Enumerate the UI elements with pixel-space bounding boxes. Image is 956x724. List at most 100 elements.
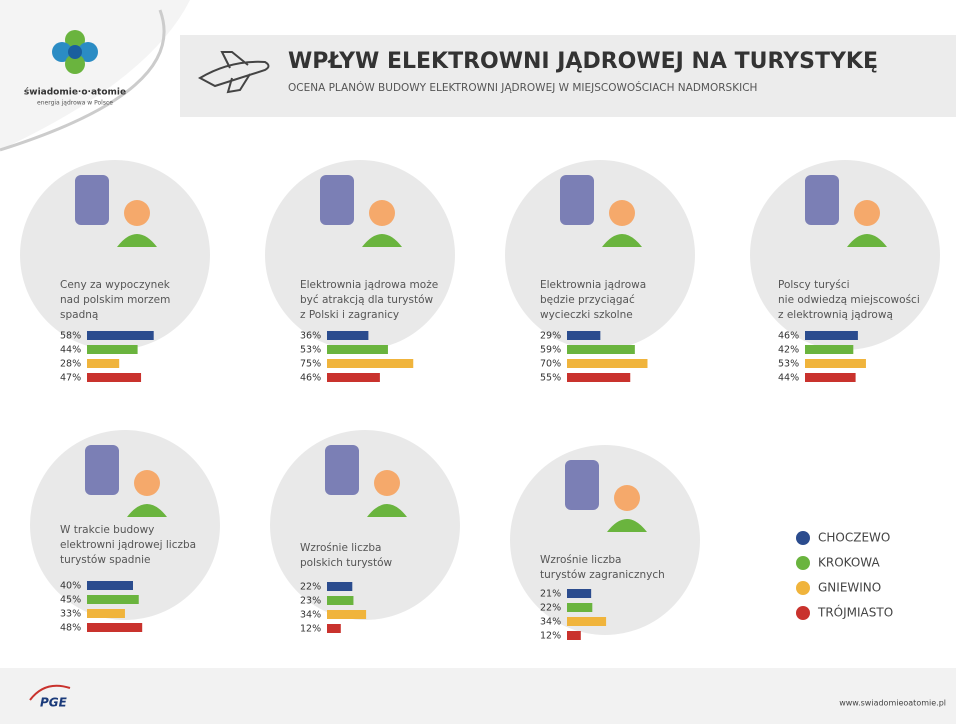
panel: Polscy turyści nie odwiedzą miejscowości z… (750, 160, 940, 384)
icon-tower (560, 175, 594, 225)
panel-circle (30, 430, 220, 620)
panel-circle (505, 160, 695, 350)
footer-brand: PGE (40, 696, 68, 710)
value-label: 58% (60, 331, 81, 342)
footer-url: www.swiadomieoatomie.pl (839, 699, 946, 708)
legend-label: KROKOWA (818, 556, 881, 570)
panels: Ceny za wypoczynek nad polskim morzem spad… (20, 160, 940, 642)
bar (87, 331, 154, 340)
bar (327, 610, 367, 619)
icon-body (367, 504, 407, 517)
panel-circle (750, 160, 940, 350)
panel-text: elektrowni jądrowej liczba (60, 539, 196, 551)
bar (805, 331, 858, 340)
panel: W trakcie budowy elektrowni jądrowej licz… (30, 430, 220, 634)
value-label: 44% (60, 345, 81, 356)
panel-circle (265, 160, 455, 350)
icon-head (614, 485, 640, 511)
panel-text: być atrakcją dla turystów (300, 294, 434, 306)
bar (87, 359, 120, 368)
bar (327, 373, 380, 382)
value-label: 42% (778, 345, 799, 356)
header-band (180, 35, 956, 117)
icon-tower (805, 175, 839, 225)
value-label: 53% (300, 345, 321, 356)
value-label: 53% (778, 359, 799, 370)
panel-text: Polscy turyści (778, 279, 850, 291)
icon-tower (325, 445, 359, 495)
subtitle: OCENA PLANÓW BUDOWY ELEKTROWNI JĄDROWEJ … (288, 81, 757, 94)
panel-text: spadną (60, 309, 98, 321)
value-label: 48% (60, 623, 81, 634)
icon-head (124, 200, 150, 226)
bar (327, 331, 369, 340)
footer-band (0, 668, 956, 724)
value-label: 33% (60, 609, 81, 620)
bar (87, 373, 142, 382)
bar (87, 609, 125, 618)
legend-label: CHOCZEWO (818, 531, 890, 545)
panel-text: wycieczki szkolne (540, 309, 633, 321)
value-label: 29% (540, 331, 561, 342)
panel-circle (20, 160, 210, 350)
value-label: 45% (60, 595, 81, 606)
bar (327, 596, 354, 605)
value-label: 59% (540, 345, 561, 356)
value-label: 21% (540, 589, 561, 600)
value-label: 47% (60, 373, 81, 384)
panel-text: Elektrownia jądrowa może (300, 279, 438, 291)
panel-text: Ceny za wypoczynek (60, 279, 171, 291)
legend-swatch (796, 556, 810, 570)
bar (327, 345, 388, 354)
value-label: 34% (300, 610, 321, 621)
logo-area (0, 0, 190, 150)
value-label: 44% (778, 373, 799, 384)
logo-icon (52, 30, 98, 74)
value-label: 22% (300, 582, 321, 593)
legend-label: GNIEWINO (818, 581, 881, 595)
brand-swoosh (29, 684, 71, 701)
bar (567, 359, 648, 368)
legend-swatch (796, 581, 810, 595)
bar (567, 345, 635, 354)
icon-body (117, 234, 157, 247)
bar (567, 631, 581, 640)
icon-tower (320, 175, 354, 225)
icon-tower (565, 460, 599, 510)
bar (87, 581, 133, 590)
value-label: 12% (540, 631, 561, 642)
icon-body (847, 234, 887, 247)
value-label: 34% (540, 617, 561, 628)
value-label: 23% (300, 596, 321, 607)
swoosh (0, 9, 166, 152)
value-label: 36% (300, 331, 321, 342)
panel-circle (510, 445, 700, 635)
bar (87, 595, 139, 604)
panel: Elektrownia jądrowa może być atrakcją dla… (265, 160, 455, 384)
legend-swatch (796, 531, 810, 545)
icon-body (127, 504, 167, 517)
panel-text: z Polski i zagranicy (300, 309, 399, 321)
panel: Wzrośnie liczba polskich turystów 22% 23% 34… (270, 430, 460, 635)
bar (805, 373, 856, 382)
bar (567, 373, 631, 382)
panel: Wzrośnie liczba turystów zagranicznych 21%… (510, 445, 700, 642)
icon-body (602, 234, 642, 247)
panel-text: W trakcie budowy (60, 524, 154, 536)
panel: Elektrownia jądrowa będzie przyciągać wyci… (505, 160, 695, 384)
value-label: 40% (60, 581, 81, 592)
value-label: 28% (60, 359, 81, 370)
panel: Ceny za wypoczynek nad polskim morzem spad… (20, 160, 210, 384)
panel-text: turystów zagranicznych (540, 569, 665, 581)
panel-text: turystów spadnie (60, 554, 151, 566)
icon-head (854, 200, 880, 226)
plane-icon (197, 51, 270, 94)
logo-name: świadomie·o·atomie (24, 87, 126, 98)
panel-text: z elektrownią jądrową (778, 309, 893, 321)
bar (805, 345, 854, 354)
value-label: 75% (300, 359, 321, 370)
panel-text: Wzrośnie liczba (300, 542, 381, 554)
value-label: 55% (540, 373, 561, 384)
value-label: 22% (540, 603, 561, 614)
icon-head (369, 200, 395, 226)
